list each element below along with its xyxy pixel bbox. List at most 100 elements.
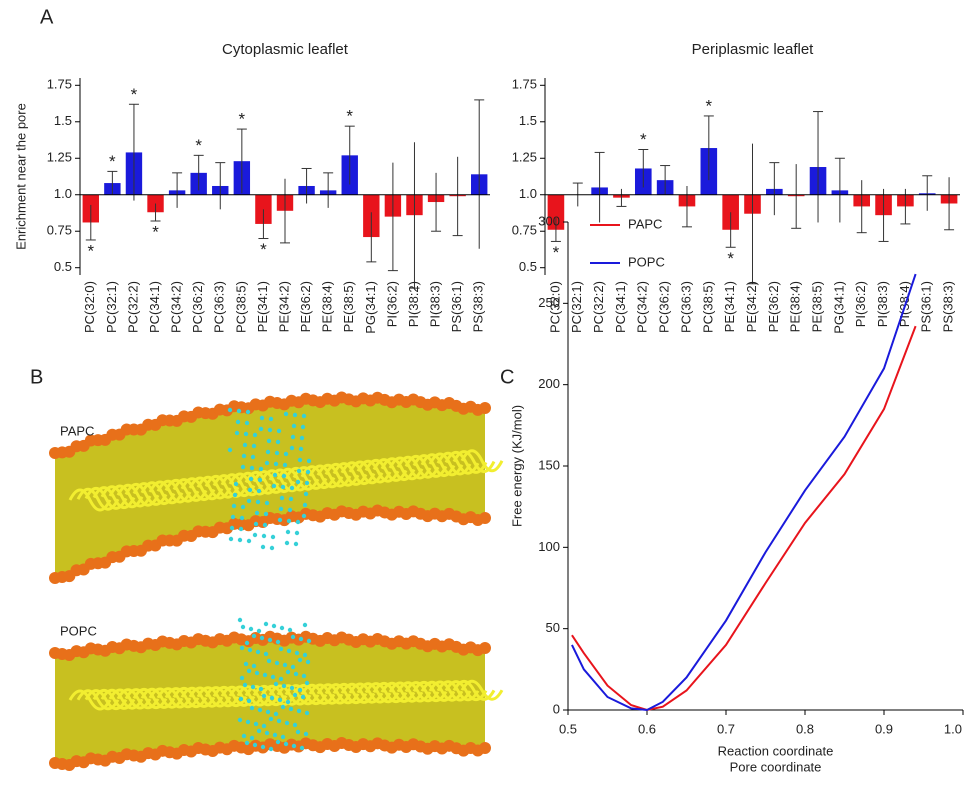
headgroup (479, 402, 491, 414)
water (269, 545, 275, 551)
significance: * (87, 241, 94, 260)
water (275, 639, 281, 645)
water (261, 533, 267, 539)
water (258, 686, 264, 692)
water (300, 694, 306, 700)
water (283, 741, 289, 747)
y-tick-label: 1.25 (47, 150, 72, 165)
water (291, 743, 297, 749)
water (265, 449, 271, 455)
significance: * (553, 243, 560, 262)
water (289, 685, 295, 691)
water (261, 723, 267, 729)
water (264, 460, 270, 466)
water (267, 427, 273, 433)
x-tick-label: PI(36:2) (853, 281, 868, 327)
water (298, 446, 304, 452)
water (285, 529, 291, 535)
water (271, 483, 277, 489)
x-tick-label: PC(34:1) (613, 281, 628, 333)
water (244, 420, 250, 426)
water (285, 669, 291, 675)
water (303, 491, 309, 497)
x-tick-label: PG(34:1) (363, 281, 378, 334)
y-tick-label: 300 (538, 213, 560, 228)
water (259, 415, 265, 421)
water (282, 662, 288, 668)
water (281, 683, 287, 689)
water (299, 435, 305, 441)
y-tick-label: 0.5 (54, 259, 72, 274)
x-tick-label: PC(32:1) (104, 281, 119, 333)
water (304, 680, 310, 686)
water (250, 454, 256, 460)
water (301, 673, 307, 679)
water (287, 507, 293, 513)
water (262, 672, 268, 678)
water (237, 617, 243, 623)
y-axis-label: Free energy (KJ/mol) (509, 405, 524, 527)
water (302, 502, 308, 508)
x-tick-label: PS(38:3) (941, 281, 956, 332)
water (289, 445, 295, 451)
water (227, 447, 233, 453)
water (246, 538, 252, 544)
water (248, 476, 254, 482)
x-tick-label: 1.0 (944, 721, 962, 736)
water (240, 464, 246, 470)
x-tick-label: PI(38:2) (406, 281, 421, 327)
water (251, 663, 257, 669)
water (237, 717, 243, 723)
water (256, 628, 262, 634)
legend-label: POPC (628, 254, 665, 269)
water (236, 408, 242, 414)
x-tick-label: PC(36:2) (657, 281, 672, 333)
water (253, 521, 259, 527)
x-tick-label: PC(32:2) (125, 281, 140, 333)
water (265, 709, 271, 715)
water (245, 409, 251, 415)
water (300, 424, 306, 430)
x-tick-label: 0.7 (717, 721, 735, 736)
x-tick-label: PC(36:2) (190, 281, 205, 333)
water (231, 503, 237, 509)
water (295, 519, 301, 525)
water (255, 499, 261, 505)
water (242, 682, 248, 688)
water (278, 506, 284, 512)
water (246, 498, 252, 504)
water (296, 468, 302, 474)
water (262, 522, 268, 528)
water (290, 634, 296, 640)
water (252, 532, 258, 538)
water (260, 744, 266, 750)
line-series (571, 273, 917, 712)
water (263, 651, 269, 657)
y-tick-label: 1.25 (512, 150, 537, 165)
lipid-tail (460, 449, 504, 473)
x-axis-label: Reaction coordinate (718, 743, 834, 758)
water (255, 649, 261, 655)
water (229, 525, 235, 531)
water (284, 720, 290, 726)
headgroup (479, 642, 491, 654)
x-tick-label: PE(38:4) (320, 281, 335, 332)
x-tick-label: PE(34:2) (276, 281, 291, 332)
panel-label: B (30, 366, 43, 388)
water (272, 472, 278, 478)
water (304, 710, 310, 716)
water (276, 718, 282, 724)
water (238, 696, 244, 702)
water (244, 640, 250, 646)
legend-label: PAPC (628, 216, 662, 231)
significance: * (152, 222, 159, 241)
significance: * (640, 130, 647, 149)
x-tick-label: 0.8 (796, 721, 814, 736)
water (267, 637, 273, 643)
water (248, 626, 254, 632)
water (299, 745, 305, 751)
water (302, 652, 308, 658)
water (239, 675, 245, 681)
y-tick-label: 0.75 (47, 223, 72, 238)
